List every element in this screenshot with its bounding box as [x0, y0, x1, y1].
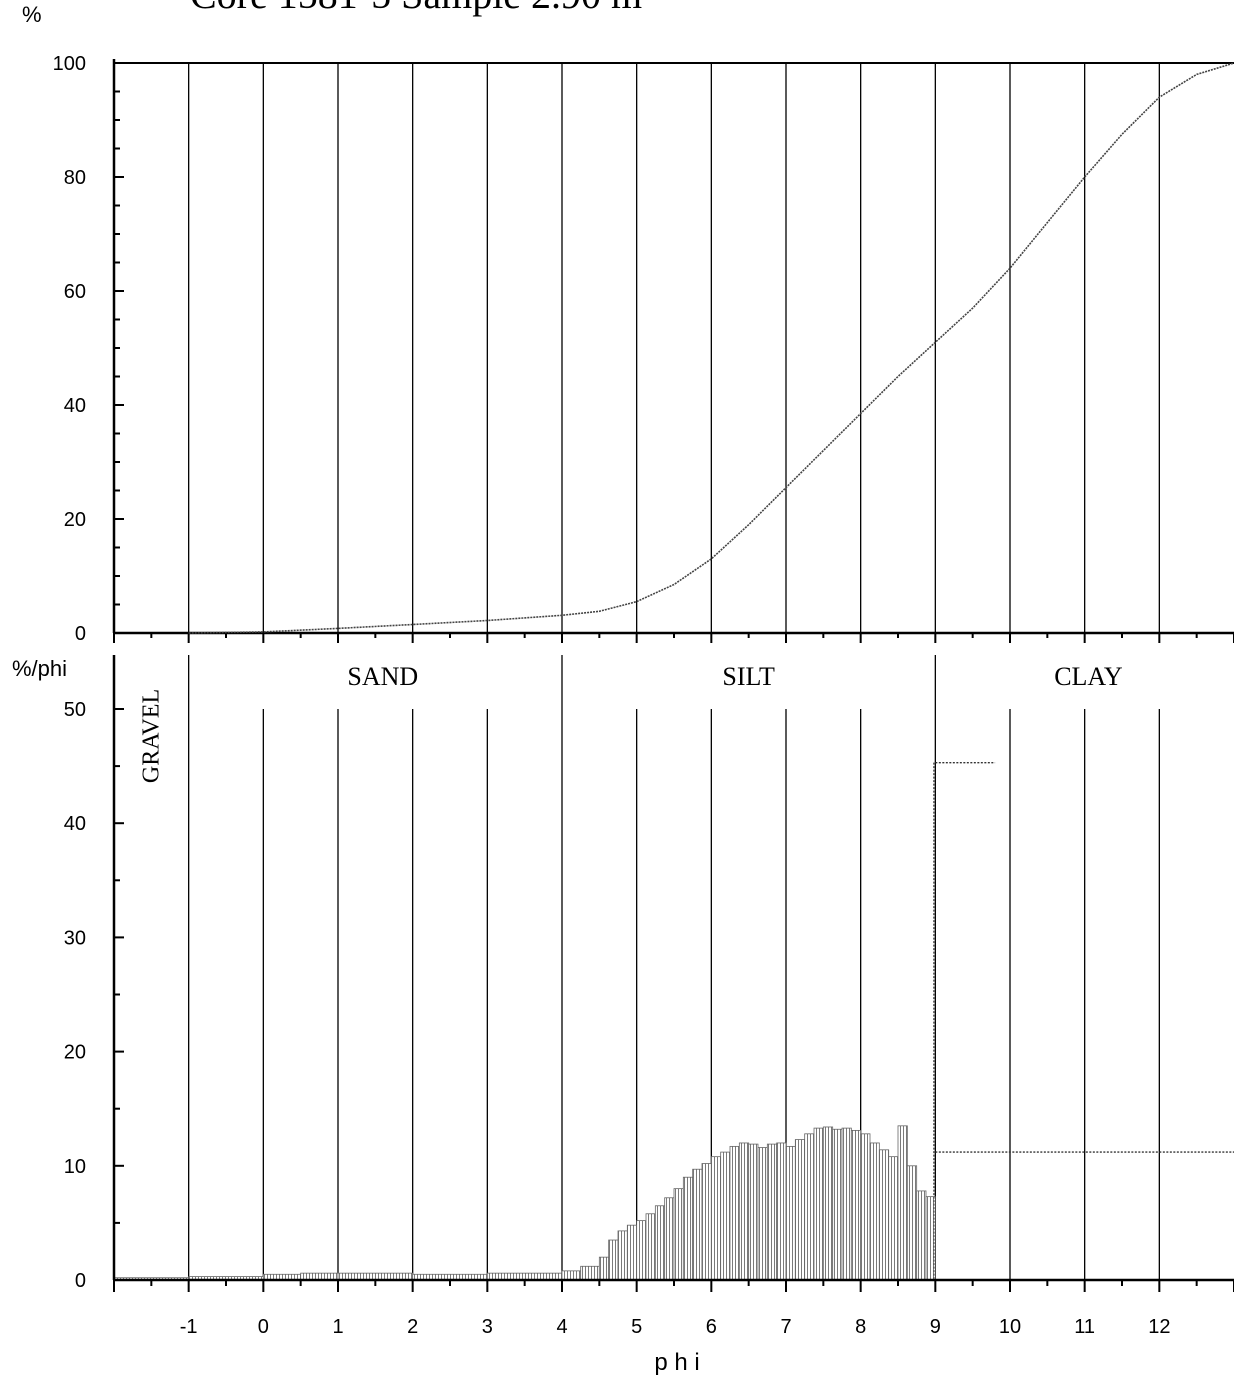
x-tick-label: 9: [930, 1316, 941, 1338]
histogram-bar: [608, 1239, 619, 1281]
top-y-tick-label: 60: [64, 281, 86, 303]
histogram-bar: [692, 1168, 703, 1281]
x-tick-label: 8: [855, 1316, 866, 1338]
bottom-y-tick-label: 30: [64, 927, 86, 949]
histogram-bar: [636, 1220, 647, 1281]
top-y-tick-label: 20: [64, 509, 86, 531]
histogram-bar: [729, 1145, 740, 1281]
x-tick-label: 0: [258, 1316, 269, 1338]
histogram-bar: [897, 1125, 908, 1281]
x-tick-label: 2: [407, 1316, 418, 1338]
bottom-y-tick-label: 0: [75, 1270, 86, 1292]
histogram-bar: [804, 1133, 815, 1281]
histogram-bar: [832, 1128, 843, 1281]
top-y-tick-label: 80: [64, 167, 86, 189]
histogram-bar: [748, 1143, 759, 1281]
x-tick-label: 6: [706, 1316, 717, 1338]
cumulative-plot: 0 20 40 60 80 100%: [22, 2, 1234, 645]
top-y-axis-label: %: [22, 2, 42, 27]
class-label-clay: CLAY: [1054, 662, 1123, 691]
histogram-bar: [906, 1165, 918, 1281]
histogram-bar: [701, 1163, 712, 1281]
histogram-bar: [654, 1205, 666, 1281]
bottom-y-tick-label: 40: [64, 813, 86, 835]
histogram-bar: [766, 1143, 778, 1281]
histogram-bar: [822, 1126, 834, 1281]
histogram-bar: [720, 1151, 731, 1281]
top-y-tick-label: 40: [64, 395, 86, 417]
x-tick-label: -1: [180, 1316, 198, 1338]
histogram-bar: [645, 1213, 656, 1281]
bottom-y-tick-label: 10: [64, 1156, 86, 1178]
x-tick-label: 5: [631, 1316, 642, 1338]
histogram-bar: [888, 1156, 899, 1281]
histogram-bar: [785, 1145, 796, 1281]
x-tick-label: 10: [999, 1316, 1021, 1338]
x-tick-label: 7: [780, 1316, 791, 1338]
x-tick-label: 1: [332, 1316, 343, 1338]
histogram-bar: [598, 1256, 610, 1281]
chart-title: Core 1581-5 Sample 2.90 m: [190, 0, 642, 17]
x-tick-label: 4: [556, 1316, 567, 1338]
x-tick-label: 3: [482, 1316, 493, 1338]
bottom-y-tick-label: 20: [64, 1042, 86, 1064]
histogram-bar: [757, 1147, 768, 1281]
cumulative-curve: [188, 62, 1234, 634]
x-tick-label: 11: [1074, 1316, 1095, 1338]
bottom-y-tick-label: 50: [64, 699, 86, 721]
histogram-bar: [916, 1190, 927, 1281]
class-label-gravel: GRAVEL: [138, 689, 164, 783]
histogram-bar: [794, 1139, 806, 1281]
histogram-bar: [878, 1149, 890, 1281]
histogram-bar: [869, 1142, 880, 1281]
histogram-bar: [664, 1197, 675, 1281]
histogram-bar: [860, 1133, 871, 1281]
x-tick-label: 12: [1148, 1316, 1170, 1338]
x-axis-label: p h i: [654, 1349, 699, 1376]
histogram-bar: [617, 1230, 628, 1281]
class-label-silt: SILT: [722, 662, 775, 691]
histogram-bar: [682, 1176, 694, 1281]
histogram-bar: [561, 1270, 582, 1281]
top-y-tick-label: 100: [53, 53, 86, 75]
class-label-sand: SAND: [347, 662, 418, 691]
histogram-bar: [673, 1188, 684, 1281]
histogram-bar: [626, 1224, 638, 1281]
histogram-bar: [813, 1127, 824, 1281]
histogram-bar: [710, 1156, 722, 1281]
histogram-bar: [850, 1129, 862, 1281]
histogram-bar: [841, 1127, 852, 1281]
histogram-bar: [738, 1142, 750, 1281]
top-y-tick-label: 0: [75, 623, 86, 645]
bottom-y-axis-label: %/phi: [12, 656, 67, 681]
histogram-bar: [776, 1142, 787, 1281]
histogram-bar: [580, 1265, 600, 1281]
